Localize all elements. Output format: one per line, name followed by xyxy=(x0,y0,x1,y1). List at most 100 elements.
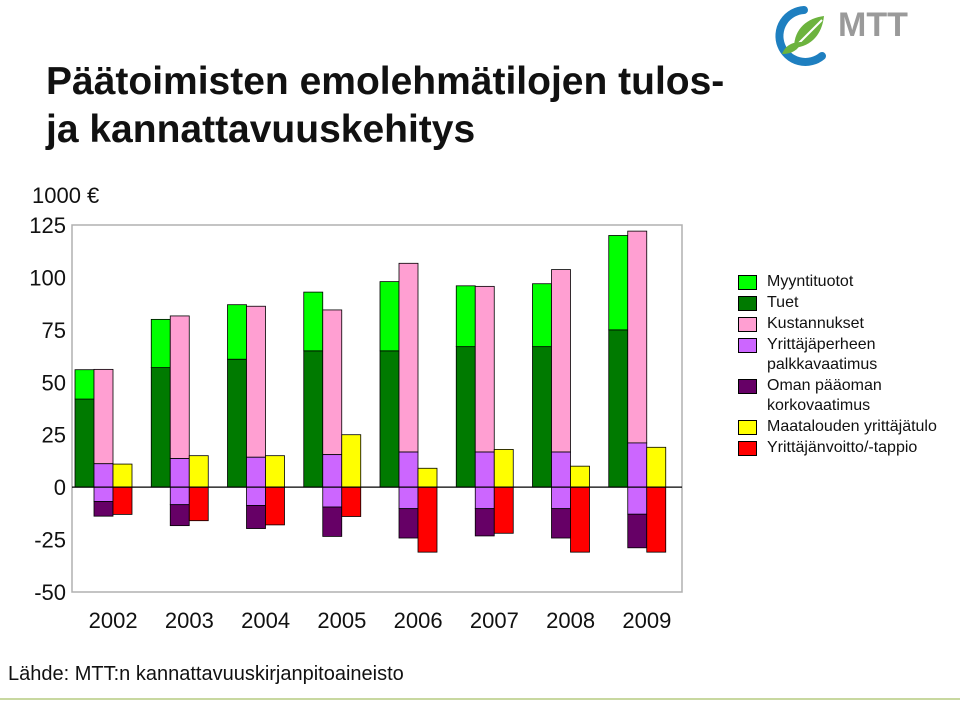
bar-kustannukset xyxy=(398,262,419,453)
x-tick-label: 2006 xyxy=(394,608,443,633)
bar-yrittajanvoitto xyxy=(112,486,133,515)
bar-korkovaatimus xyxy=(322,506,343,537)
bar-yrittajanvoitto xyxy=(265,486,285,526)
y-tick-label: -25 xyxy=(34,528,66,553)
bar-yrittajanvoitto xyxy=(188,486,209,522)
bottom-divider xyxy=(0,698,960,700)
legend-label: Oman pääoman korkovaatimus xyxy=(767,377,882,414)
bar-myyntituotot xyxy=(379,281,400,352)
x-tick-label: 2008 xyxy=(546,608,595,633)
bar-palkkavaatimus xyxy=(322,454,343,508)
legend-label: Kustannukset xyxy=(767,315,864,332)
bar-tuet xyxy=(150,367,171,488)
legend-swatch xyxy=(738,296,757,311)
mtt-leaf-logo-icon: MTT xyxy=(775,6,908,66)
chart-title: Päätoimisten emolehmätilojen tulos- ja k… xyxy=(46,60,725,151)
legend-swatch xyxy=(738,338,757,353)
bar-palkkavaatimus xyxy=(551,451,571,510)
bar-kustannukset xyxy=(322,309,343,456)
bar-tuet xyxy=(455,346,476,488)
bar-palkkavaatimus xyxy=(169,458,190,506)
bar-kustannukset xyxy=(627,230,648,444)
bar-palkkavaatimus xyxy=(398,451,419,510)
bar-kustannukset xyxy=(551,269,571,453)
bar-myyntituotot xyxy=(150,318,171,369)
y-tick-label: 0 xyxy=(54,475,66,500)
legend-item: Yrittäjäperheen palkkavaatimus xyxy=(738,335,960,375)
legend-item: Kustannukset xyxy=(738,314,960,334)
bar-palkkavaatimus xyxy=(474,451,495,510)
x-tick-label: 2004 xyxy=(241,608,290,633)
bar-tuet xyxy=(608,329,629,488)
bar-yrittajanvoitto xyxy=(341,486,362,517)
y-tick-label: 125 xyxy=(29,213,66,238)
bar-tuet xyxy=(532,346,552,488)
x-tick-label: 2009 xyxy=(622,608,671,633)
bar-yrittajatulo xyxy=(188,455,209,488)
legend: Myyntituotot Tuet Kustannukset Yrittäjäperh… xyxy=(738,272,960,459)
legend-swatch xyxy=(738,275,757,290)
bar-korkovaatimus xyxy=(246,505,266,529)
y-axis-unit: 1000 € xyxy=(32,183,100,208)
bar-yrittajanvoitto xyxy=(493,486,514,534)
bar-myyntituotot xyxy=(74,369,95,400)
bar-myyntituotot xyxy=(608,235,629,331)
bar-yrittajatulo xyxy=(417,467,438,488)
x-tick-label: 2005 xyxy=(317,608,366,633)
bar-myyntituotot xyxy=(227,304,247,360)
source-note: Lähde: MTT:n kannattavuuskirjanpitoainei… xyxy=(8,663,404,685)
legend-swatch xyxy=(738,441,757,456)
bar-kustannukset xyxy=(246,305,266,458)
legend-swatch xyxy=(738,379,757,394)
bar-yrittajatulo xyxy=(265,455,285,488)
y-tick-label: 100 xyxy=(29,265,66,290)
legend-item: Yrittäjänvoitto/-tappio xyxy=(738,438,960,458)
bar-tuet xyxy=(74,398,95,488)
legend-swatch xyxy=(738,420,757,435)
x-tick-label: 2003 xyxy=(165,608,214,633)
y-tick-label: 75 xyxy=(42,318,66,343)
bar-korkovaatimus xyxy=(474,508,495,537)
legend-swatch xyxy=(738,317,757,332)
bar-yrittajanvoitto xyxy=(646,486,667,553)
bar-korkovaatimus xyxy=(93,501,114,517)
bar-yrittajanvoitto xyxy=(570,486,590,553)
bar-yrittajatulo xyxy=(646,446,667,488)
x-tick-label: 2002 xyxy=(89,608,138,633)
legend-label: Yrittäjänvoitto/-tappio xyxy=(767,439,918,456)
legend-label: Tuet xyxy=(767,294,799,311)
legend-item: Maatalouden yrittäjätulo xyxy=(738,417,960,437)
bar-yrittajatulo xyxy=(341,434,362,488)
bar-palkkavaatimus xyxy=(627,442,648,515)
legend-item: Myyntituotot xyxy=(738,272,960,292)
y-tick-label: 50 xyxy=(42,370,66,395)
legend-item: Oman pääoman korkovaatimus xyxy=(738,376,960,416)
bar-tuet xyxy=(379,350,400,488)
bar-korkovaatimus xyxy=(398,508,419,539)
bar-myyntituotot xyxy=(303,291,324,352)
bar-tuet xyxy=(227,358,247,488)
bar-myyntituotot xyxy=(455,285,476,348)
legend-label: Myyntituotot xyxy=(767,273,854,290)
bar-tuet xyxy=(303,350,324,488)
bar-yrittajanvoitto xyxy=(417,486,438,553)
bar-palkkavaatimus xyxy=(246,456,266,506)
x-tick-label: 2007 xyxy=(470,608,519,633)
bar-korkovaatimus xyxy=(169,504,190,527)
y-tick-label: -50 xyxy=(34,580,66,605)
bar-myyntituotot xyxy=(532,283,552,348)
bar-yrittajatulo xyxy=(493,448,514,488)
bar-korkovaatimus xyxy=(551,508,571,539)
bar-kustannukset xyxy=(93,368,114,465)
legend-label: Maatalouden yrittäjätulo xyxy=(767,418,937,435)
bar-yrittajatulo xyxy=(112,463,133,488)
bar-yrittajatulo xyxy=(570,465,590,488)
bar-palkkavaatimus xyxy=(93,463,114,502)
y-tick-label: 25 xyxy=(42,423,66,448)
logo-text: MTT xyxy=(838,6,908,44)
bar-kustannukset xyxy=(474,285,495,453)
legend-item: Tuet xyxy=(738,293,960,313)
bar-kustannukset xyxy=(169,315,190,459)
bar-korkovaatimus xyxy=(627,513,648,549)
